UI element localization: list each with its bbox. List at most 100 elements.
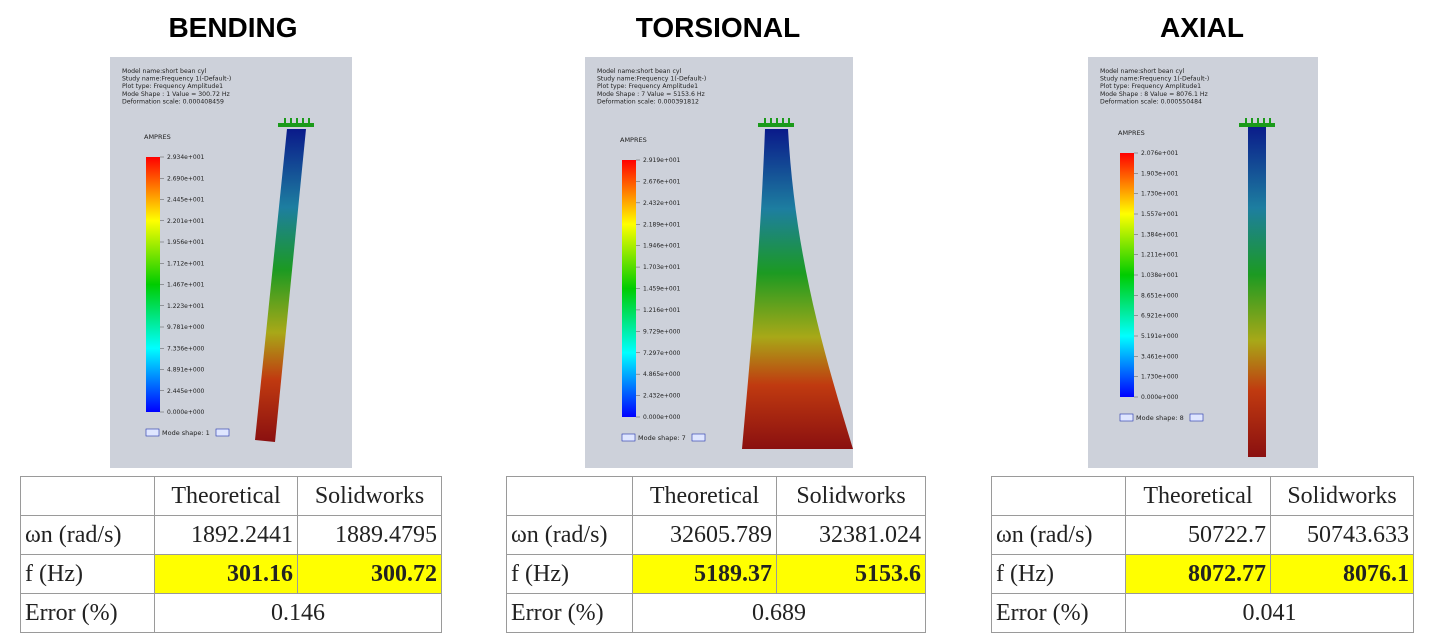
error-value: 0.041 [1125, 593, 1414, 633]
beam [255, 129, 306, 442]
legend-label: 1.956e+001 [167, 239, 205, 246]
fixture-pin [1257, 118, 1259, 123]
legend-label: 2.189e+001 [643, 221, 681, 228]
beam [1248, 125, 1266, 457]
value-cell: 1892.2441 [154, 515, 298, 555]
fixture [278, 123, 314, 127]
header-row: Theoretical Solidworks [20, 476, 442, 516]
legend-label: 1.459e+001 [643, 286, 681, 293]
results-table: Theoretical Solidworks ωn (rad/s) 32605.789… [506, 476, 926, 633]
legend-label: 1.557e+001 [1141, 211, 1179, 218]
results-table: Theoretical Solidworks ωn (rad/s) 1892.2441… [20, 476, 442, 633]
column-header: Theoretical [632, 476, 777, 516]
column-header: Theoretical [1125, 476, 1271, 516]
fixture-pin [776, 118, 778, 123]
fixture [1239, 123, 1275, 127]
fixture-pin [788, 118, 790, 123]
legend-label: 3.461e+000 [1141, 353, 1179, 360]
plot-info: Model name:short bean cyl [597, 68, 682, 75]
legend-label: 8.651e+000 [1141, 292, 1179, 299]
legend-label: 1.216e+001 [643, 307, 681, 314]
column-header: Theoretical [154, 476, 298, 516]
legend-label: 0.000e+000 [643, 414, 681, 421]
legend-label: 9.729e+000 [643, 328, 681, 335]
nav-next [215, 428, 230, 437]
color-bar [146, 157, 160, 412]
value-cell: 1889.4795 [297, 515, 442, 555]
nav-label: Mode shape: 8 [1136, 414, 1184, 422]
plot-info: Mode Shape : 7 Value = 5153.6 Hz [597, 91, 705, 98]
plot-info: Study name:Frequency 1(-Default-) [122, 76, 231, 83]
legend-label: 2.934e+001 [167, 154, 205, 161]
plot-info: Study name:Frequency 1(-Default-) [597, 76, 706, 83]
error-row: Error (%) 0.689 [506, 593, 926, 633]
corner-cell [991, 476, 1126, 516]
legend-title: AMPRES [1118, 129, 1145, 137]
legend-label: 1.946e+001 [643, 243, 681, 250]
header-row: Theoretical Solidworks [991, 476, 1414, 516]
legend-label: 1.223e+001 [167, 303, 205, 310]
row-label: f (Hz) [20, 554, 155, 594]
plot-info: Mode Shape : 8 Value = 8076.1 Hz [1100, 91, 1208, 98]
fixture-pin [302, 118, 304, 123]
data-row: ωn (rad/s) 1892.2441 1889.4795 [20, 515, 442, 555]
error-row: Error (%) 0.041 [991, 593, 1414, 633]
value-cell: 50743.633 [1270, 515, 1414, 555]
fixture-pin [308, 118, 310, 123]
nav-next [1189, 413, 1204, 422]
legend-label: 1.730e+000 [1141, 374, 1179, 381]
value-cell: 5189.37 [632, 554, 777, 594]
plot-info: Plot type: Frequency Amplitude1 [597, 83, 698, 90]
row-label: Error (%) [991, 593, 1126, 633]
error-row: Error (%) 0.146 [20, 593, 442, 633]
legend-label: 2.201e+001 [167, 218, 205, 225]
nav-prev [621, 433, 636, 442]
row-label: f (Hz) [991, 554, 1126, 594]
panel-title: BENDING [168, 12, 298, 43]
value-cell: 8076.1 [1270, 554, 1414, 594]
fixture-pin [1269, 118, 1271, 123]
legend-label: 1.038e+001 [1141, 272, 1179, 279]
header-row: Theoretical Solidworks [506, 476, 926, 516]
value-cell: 50722.7 [1125, 515, 1271, 555]
legend-title: AMPRES [620, 136, 647, 144]
legend-label: 6.921e+000 [1141, 313, 1179, 320]
legend-label: 2.445e+000 [167, 388, 205, 395]
panel-title: AXIAL [1160, 12, 1244, 43]
nav-prev [1119, 413, 1134, 422]
legend-label: 5.191e+000 [1141, 333, 1179, 340]
fixture-pin [764, 118, 766, 123]
nav-prev [145, 428, 160, 437]
legend-label: 2.076e+001 [1141, 150, 1179, 157]
corner-cell [506, 476, 633, 516]
row-label: Error (%) [506, 593, 633, 633]
data-row: f (Hz) 5189.37 5153.6 [506, 554, 926, 594]
legend-label: 1.730e+001 [1141, 191, 1179, 198]
plot-info: Deformation scale: 0.000391812 [597, 98, 699, 105]
plot-info: Deformation scale: 0.000550484 [1100, 98, 1202, 105]
legend-label: 7.297e+000 [643, 350, 681, 357]
legend-label: 1.467e+001 [167, 282, 205, 289]
value-cell: 32605.789 [632, 515, 777, 555]
fixture-pin [1245, 118, 1247, 123]
data-row: f (Hz) 301.16 300.72 [20, 554, 442, 594]
legend-label: 2.432e+000 [643, 393, 681, 400]
value-cell: 32381.024 [776, 515, 926, 555]
row-label: ωn (rad/s) [20, 515, 155, 555]
plot-info: Model name:short bean cyl [122, 68, 207, 75]
nav-label: Mode shape: 7 [638, 434, 686, 442]
color-bar [1120, 153, 1134, 397]
legend-label: 2.432e+001 [643, 200, 681, 207]
value-cell: 5153.6 [776, 554, 926, 594]
column-header: Solidworks [776, 476, 926, 516]
results-table: Theoretical Solidworks ωn (rad/s) 50722.7 50… [991, 476, 1414, 633]
error-value: 0.146 [154, 593, 442, 633]
legend-label: 1.903e+001 [1141, 170, 1179, 177]
legend-label: 1.703e+001 [643, 264, 681, 271]
legend-label: 1.712e+001 [167, 260, 205, 267]
data-row: f (Hz) 8072.77 8076.1 [991, 554, 1414, 594]
legend-label: 1.211e+001 [1141, 252, 1179, 259]
value-cell: 300.72 [297, 554, 442, 594]
